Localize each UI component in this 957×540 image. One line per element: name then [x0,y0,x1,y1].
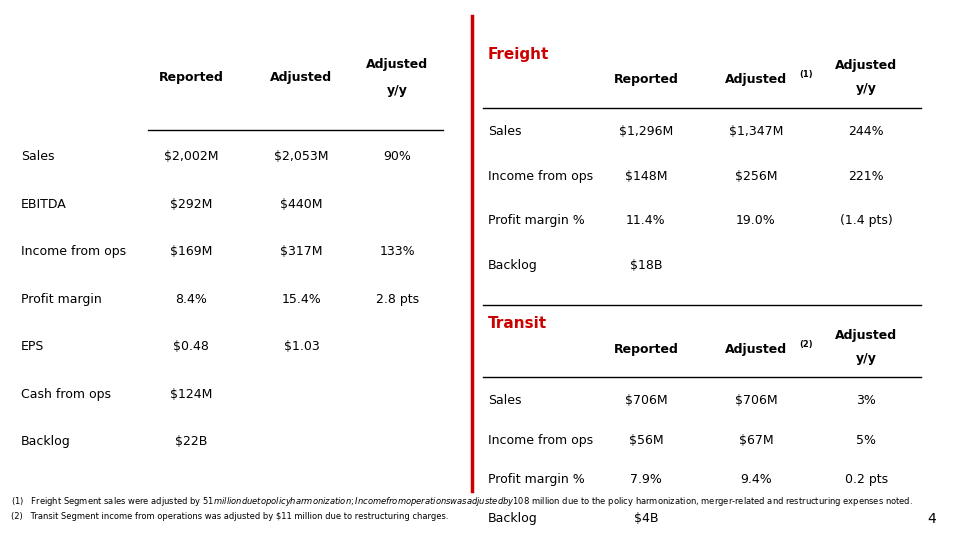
Text: $18B: $18B [630,259,662,272]
Text: Adjusted: Adjusted [835,59,897,72]
Text: Income from ops: Income from ops [488,434,593,447]
Text: 7.9%: 7.9% [630,473,662,486]
Text: $22B: $22B [175,435,208,448]
Text: 8.4%: 8.4% [175,293,208,306]
Text: Reported: Reported [159,71,224,84]
Text: $292M: $292M [170,198,212,211]
Text: Backlog: Backlog [21,435,71,448]
Text: Sales: Sales [488,125,522,138]
Text: $0.48: $0.48 [173,340,210,353]
Text: (1): (1) [799,70,812,79]
Text: Adjusted: Adjusted [725,73,787,86]
Text: $706M: $706M [625,394,667,407]
Text: $256M: $256M [735,170,777,183]
Text: Reported: Reported [613,343,679,356]
Text: 133%: 133% [379,245,415,258]
Text: Profit margin %: Profit margin % [488,214,585,227]
Text: y/y: y/y [856,82,877,95]
Text: $1,296M: $1,296M [619,125,673,138]
Text: (1.4 pts): (1.4 pts) [839,214,893,227]
Text: $1,347M: $1,347M [729,125,783,138]
Text: 4: 4 [927,512,936,526]
Text: Adjusted: Adjusted [271,71,332,84]
Text: Adjusted: Adjusted [367,58,428,71]
Text: $2,002M: $2,002M [165,150,218,163]
Text: 19.0%: 19.0% [736,214,776,227]
Text: $440M: $440M [280,198,323,211]
Text: $4B: $4B [634,512,658,525]
Text: Income from ops: Income from ops [21,245,126,258]
Text: EBITDA: EBITDA [21,198,67,211]
Text: (2): (2) [799,340,812,349]
Text: $706M: $706M [735,394,777,407]
Text: 90%: 90% [383,150,412,163]
Text: 0.2 pts: 0.2 pts [844,473,888,486]
Text: Sales: Sales [21,150,55,163]
Text: y/y: y/y [856,352,877,365]
Text: 9.4%: 9.4% [740,473,772,486]
Text: 3%: 3% [857,394,876,407]
Text: (2)   Transit Segment income from operations was adjusted by $11 million due to : (2) Transit Segment income from operatio… [11,512,449,521]
Text: 244%: 244% [848,125,884,138]
Text: y/y: y/y [387,84,408,97]
Text: Adjusted: Adjusted [725,343,787,356]
Text: Backlog: Backlog [488,512,538,525]
Text: 2.8 pts: 2.8 pts [375,293,419,306]
Text: 11.4%: 11.4% [626,214,666,227]
Text: $2,053M: $2,053M [275,150,328,163]
Text: $148M: $148M [625,170,667,183]
Text: Backlog: Backlog [488,259,538,272]
Text: EPS: EPS [21,340,44,353]
Text: (1)   Freight Segment sales were adjusted by $51 million due to policy harmoniza: (1) Freight Segment sales were adjusted … [11,495,913,508]
Text: Freight: Freight [488,46,549,62]
Text: Adjusted: Adjusted [835,329,897,342]
Text: 5%: 5% [857,434,876,447]
Text: Reported: Reported [613,73,679,86]
Text: Transit: Transit [488,316,547,332]
Text: Profit margin: Profit margin [21,293,101,306]
Text: $317M: $317M [280,245,323,258]
Text: $56M: $56M [629,434,663,447]
Text: $169M: $169M [170,245,212,258]
Text: Income from ops: Income from ops [488,170,593,183]
Text: $67M: $67M [739,434,773,447]
Text: Profit margin %: Profit margin % [488,473,585,486]
Text: 221%: 221% [848,170,884,183]
Text: $1.03: $1.03 [283,340,320,353]
Text: Sales: Sales [488,394,522,407]
Text: Cash from ops: Cash from ops [21,388,111,401]
Text: $124M: $124M [170,388,212,401]
Text: 15.4%: 15.4% [281,293,322,306]
